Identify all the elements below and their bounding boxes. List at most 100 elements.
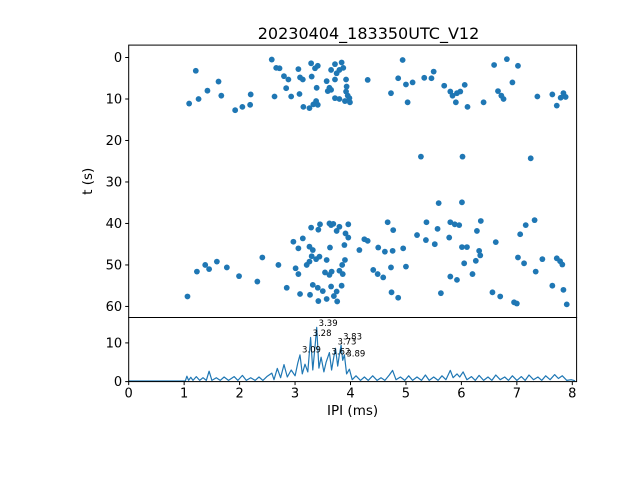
scatter-point — [388, 90, 394, 97]
scatter-point — [314, 284, 321, 291]
peak-annotation: 3.89 — [346, 349, 365, 359]
scatter-point — [347, 99, 353, 106]
scatter-point — [309, 281, 316, 288]
scatter-point — [563, 301, 570, 308]
x-tick-label: 3 — [291, 387, 299, 402]
scatter-point — [459, 244, 465, 251]
scatter-point — [435, 200, 442, 207]
scatter-point — [332, 95, 338, 102]
scatter-point — [300, 103, 307, 110]
scatter-point — [364, 77, 371, 83]
scatter-point — [313, 84, 320, 91]
scatter-point — [192, 67, 199, 74]
scatter-point — [316, 253, 323, 260]
scatter-point — [323, 296, 330, 302]
scatter-point — [559, 261, 566, 268]
scatter-point — [389, 247, 396, 254]
scatter-point — [531, 217, 538, 224]
scatter-point — [268, 56, 275, 63]
scatter-point — [308, 60, 315, 67]
scatter-point — [356, 247, 363, 253]
scatter-point — [295, 245, 302, 252]
scatter-point — [345, 234, 352, 241]
scatter-point — [338, 282, 345, 289]
scatter-point — [195, 96, 202, 102]
scatter-axes-box — [128, 44, 578, 318]
scatter-point — [437, 290, 444, 297]
scatter-point — [521, 260, 527, 267]
scatter-point — [336, 223, 343, 230]
y-tick-label: 0 — [114, 51, 122, 66]
scatter-point — [461, 81, 468, 88]
y-tick-label: 30 — [106, 175, 123, 190]
scatter-point — [400, 245, 407, 252]
y-tick-label: 20 — [106, 134, 123, 149]
scatter-point — [306, 258, 313, 265]
scatter-point — [497, 293, 504, 300]
scatter-point — [431, 241, 438, 248]
scatter-point — [500, 96, 507, 102]
scatter-point — [342, 230, 349, 237]
annotation-group: 3.393.28 3.09 3.833.733.623.89 — [302, 319, 365, 360]
scatter-point — [281, 73, 287, 80]
scatter-point — [332, 76, 338, 83]
scatter-point — [469, 271, 476, 277]
peak-annotation: 3.62 — [331, 347, 350, 357]
scatter-point — [449, 92, 456, 99]
y-tick-label: 10 — [106, 92, 123, 107]
scatter-point — [390, 227, 397, 233]
scatter-point — [342, 98, 348, 104]
y-tick-label: 10 — [106, 336, 123, 351]
scatter-point — [515, 254, 521, 261]
scatter-point — [509, 79, 516, 86]
scatter-point — [480, 99, 487, 106]
scatter-point — [285, 76, 292, 83]
scatter-point — [323, 78, 330, 85]
scatter-point — [308, 253, 315, 260]
scatter-point — [213, 258, 220, 265]
scatter-point — [328, 86, 334, 93]
scatter-point — [307, 291, 313, 298]
scatter-point — [341, 242, 348, 248]
scatter-point — [339, 271, 346, 277]
scatter-point — [503, 56, 510, 63]
scatter-point — [239, 103, 246, 110]
scatter-point — [314, 101, 321, 108]
scatter-point — [271, 93, 278, 100]
scatter-point — [330, 220, 337, 227]
scatter-point — [283, 85, 290, 92]
figure-title: 20230404_183350UTC_V12 — [0, 24, 640, 43]
scatter-point — [399, 57, 406, 63]
scatter-point — [206, 266, 213, 272]
scatter-point — [515, 62, 521, 69]
peak-annotation: 3.39 — [319, 319, 338, 329]
scatter-point — [388, 264, 394, 271]
x-tick-label: 7 — [513, 387, 521, 402]
scatter-point — [549, 282, 556, 289]
x-tick-label: 4 — [346, 387, 354, 402]
scatter-point — [328, 268, 335, 275]
scatter-point — [522, 222, 529, 229]
scatter-point — [447, 273, 454, 280]
scatter-point — [491, 62, 498, 68]
scatter-point — [476, 247, 483, 254]
scatter-points-group — [184, 56, 570, 308]
scatter-point — [334, 298, 341, 305]
scatter-point — [451, 221, 458, 228]
scatter-point — [474, 228, 480, 234]
scatter-point — [534, 93, 541, 100]
scatter-point — [381, 248, 388, 255]
scatter-point — [364, 237, 371, 244]
scatter-point — [446, 234, 453, 241]
scatter-point — [434, 225, 441, 232]
scatter-point — [314, 62, 321, 69]
scatter-point — [332, 61, 338, 68]
scatter-point — [330, 293, 337, 299]
figure-title-text: 20230404_183350UTC_V12 — [257, 24, 480, 43]
scatter-point — [452, 99, 459, 106]
scatter-point — [457, 88, 464, 95]
scatter-point — [477, 252, 484, 259]
scatter-point — [276, 65, 283, 72]
scatter-point — [299, 235, 306, 242]
